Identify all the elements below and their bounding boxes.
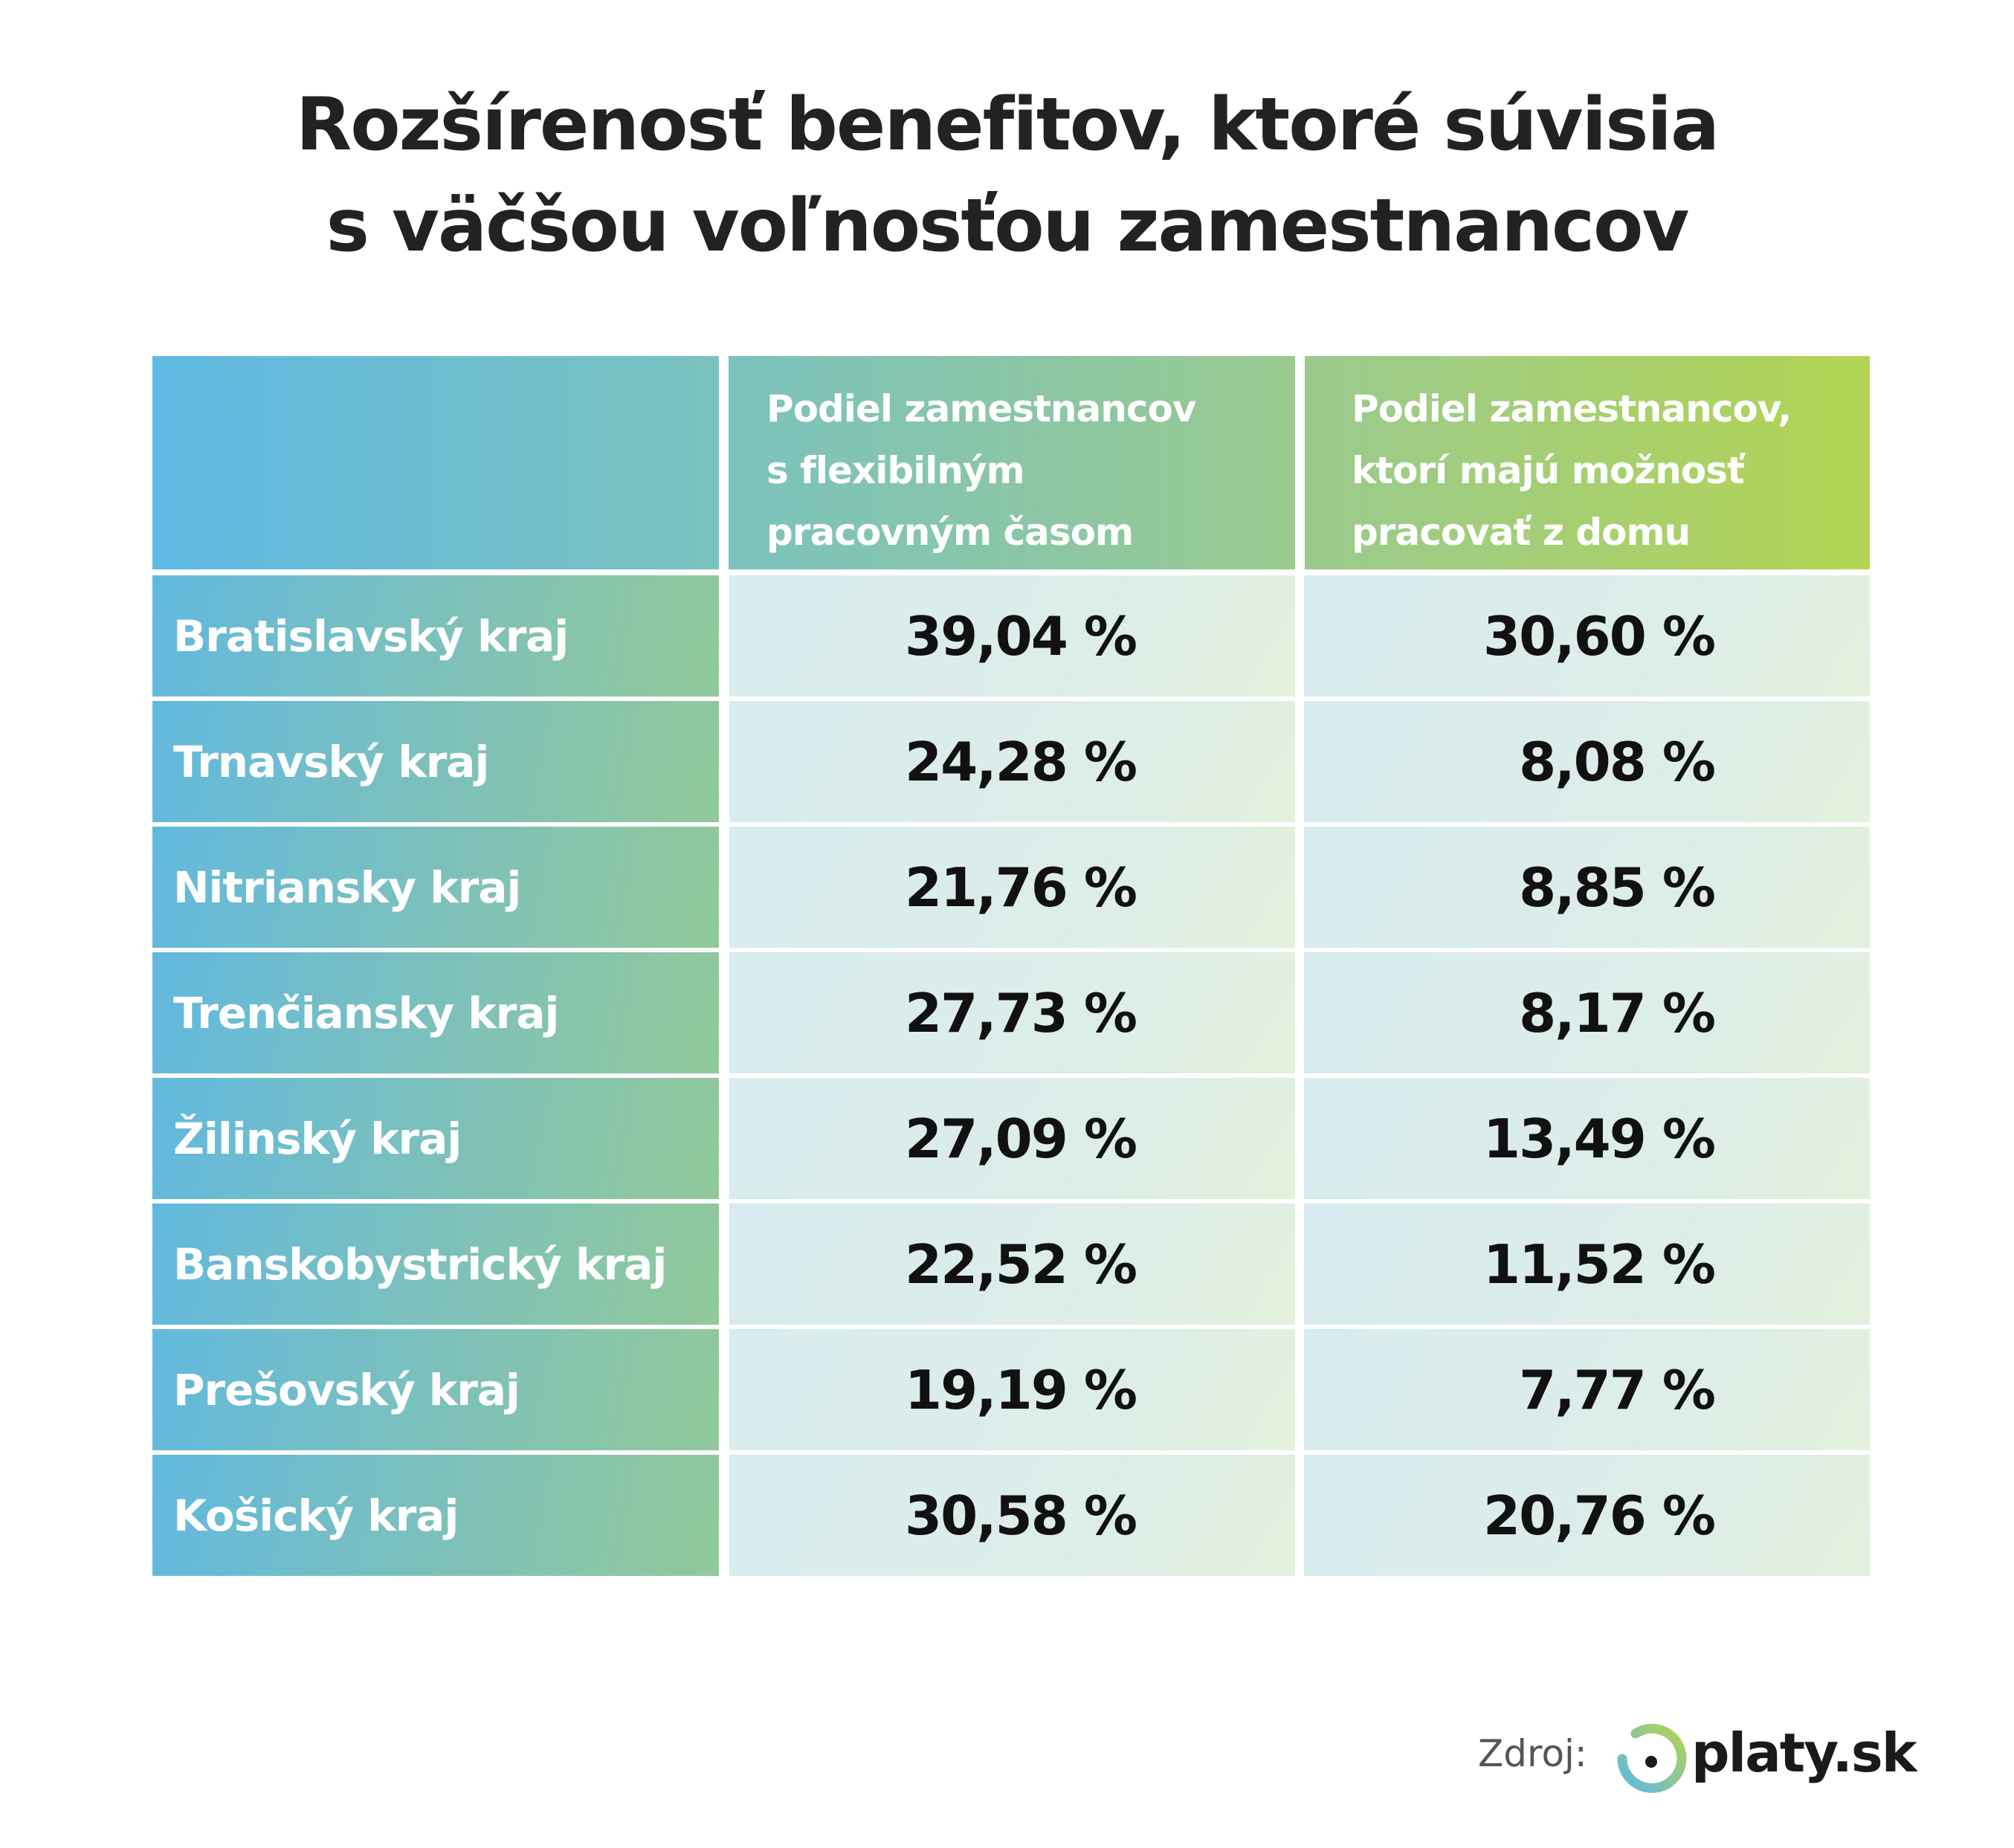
title-line-1: Rozšírenosť benefitov, ktoré súvisia — [295, 83, 1720, 167]
table-row: Banskobystrický kraj 22,52 % 11,52 % — [152, 1204, 1870, 1325]
table-row: Nitriansky kraj 21,76 % 8,85 % — [152, 827, 1870, 948]
brand-name: platy.sk — [1691, 1722, 1917, 1784]
title-line-2: s väčšou voľnosťou zamestnancov — [326, 184, 1690, 268]
flexible-value: 19,19 % — [905, 1358, 1137, 1421]
flexible-value: 24,28 % — [905, 730, 1137, 793]
home-office-value: 13,49 % — [1483, 1107, 1716, 1170]
page-title: Rozšírenosť benefitov, ktoré súvisia s v… — [0, 74, 2014, 277]
flexible-cell: 39,04 % — [729, 575, 1295, 697]
region-label: Banskobystrický kraj — [173, 1238, 667, 1290]
home-office-value: 8,17 % — [1519, 981, 1716, 1044]
table-header — [152, 356, 1870, 569]
home-office-cell: 30,60 % — [1304, 575, 1870, 697]
region-label: Trnavský kraj — [173, 736, 489, 787]
home-office-cell: 11,52 % — [1304, 1204, 1870, 1325]
region-cell: Košický kraj — [152, 1455, 719, 1576]
region-cell: Žilinský kraj — [152, 1078, 719, 1199]
region-label: Trenčiansky kraj — [173, 987, 559, 1038]
region-cell: Trenčiansky kraj — [152, 952, 719, 1073]
flexible-value: 30,58 % — [905, 1484, 1137, 1547]
home-office-cell: 8,85 % — [1304, 827, 1870, 948]
region-cell: Trnavský kraj — [152, 701, 719, 822]
table-row: Bratislavský kraj 39,04 % 30,60 % — [152, 575, 1870, 697]
home-office-value: 8,85 % — [1519, 856, 1716, 919]
header-line: ktorí majú možnosť — [1352, 449, 1745, 492]
flexible-value: 27,73 % — [905, 981, 1137, 1044]
column-divider — [1295, 356, 1305, 569]
flexible-cell: 19,19 % — [729, 1329, 1295, 1450]
header-line: pracovným časom — [766, 511, 1134, 554]
table-row: Žilinský kraj 27,09 % 13,49 % — [152, 1078, 1870, 1199]
region-label: Bratislavský kraj — [173, 610, 569, 662]
region-cell: Banskobystrický kraj — [152, 1204, 719, 1325]
flexible-value: 22,52 % — [905, 1232, 1137, 1296]
header-flexible: Podiel zamestnancov s flexibilným pracov… — [766, 378, 1196, 563]
flexible-value: 39,04 % — [905, 604, 1137, 668]
region-cell: Nitriansky kraj — [152, 827, 719, 948]
table-row: Prešovský kraj 19,19 % 7,77 % — [152, 1329, 1870, 1450]
region-label: Žilinský kraj — [173, 1113, 462, 1164]
flexible-cell: 22,52 % — [729, 1204, 1295, 1325]
flexible-value: 27,09 % — [905, 1107, 1137, 1170]
home-office-cell: 8,17 % — [1304, 952, 1870, 1073]
region-label: Nitriansky kraj — [173, 862, 521, 913]
flexible-cell: 21,76 % — [729, 827, 1295, 948]
home-office-value: 11,52 % — [1483, 1232, 1716, 1296]
flexible-cell: 27,09 % — [729, 1078, 1295, 1199]
home-office-value: 7,77 % — [1519, 1358, 1716, 1421]
home-office-cell: 20,76 % — [1304, 1455, 1870, 1576]
table-row: Košický kraj 30,58 % 20,76 % — [152, 1455, 1870, 1576]
header-line: Podiel zamestnancov — [766, 387, 1196, 430]
flexible-value: 21,76 % — [905, 856, 1137, 919]
flexible-cell: 30,58 % — [729, 1455, 1295, 1576]
home-office-value: 8,08 % — [1519, 730, 1716, 793]
region-cell: Prešovský kraj — [152, 1329, 719, 1450]
region-label: Prešovský kraj — [173, 1364, 520, 1415]
platy-logo-icon — [1617, 1723, 1687, 1793]
header-line: Podiel zamestnancov, — [1352, 387, 1792, 430]
home-office-cell: 13,49 % — [1304, 1078, 1870, 1199]
region-label: Košický kraj — [173, 1490, 459, 1541]
home-office-value: 30,60 % — [1483, 604, 1716, 668]
source-label: Zdroj: — [1478, 1732, 1587, 1775]
column-divider — [719, 356, 729, 569]
flexible-cell: 24,28 % — [729, 701, 1295, 822]
table-row: Trnavský kraj 24,28 % 8,08 % — [152, 701, 1870, 822]
header-line: pracovať z domu — [1352, 511, 1691, 554]
region-cell: Bratislavský kraj — [152, 575, 719, 697]
table-row: Trenčiansky kraj 27,73 % 8,17 % — [152, 952, 1870, 1073]
home-office-cell: 8,08 % — [1304, 701, 1870, 822]
header-home-office: Podiel zamestnancov, ktorí majú možnosť … — [1352, 378, 1792, 563]
flexible-cell: 27,73 % — [729, 952, 1295, 1073]
home-office-cell: 7,77 % — [1304, 1329, 1870, 1450]
header-line: s flexibilným — [766, 449, 1025, 492]
home-office-value: 20,76 % — [1483, 1484, 1716, 1547]
